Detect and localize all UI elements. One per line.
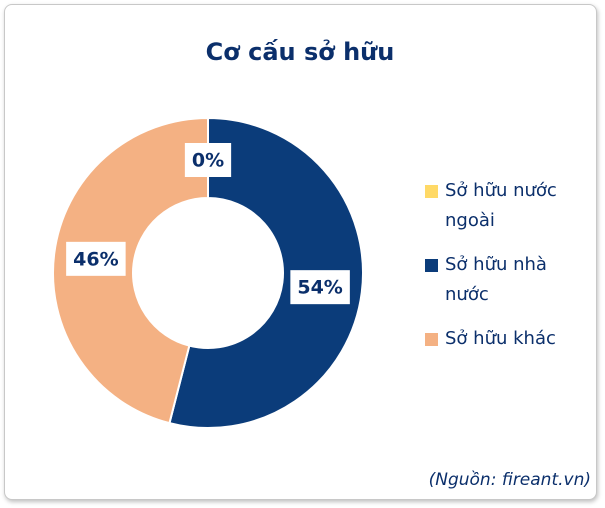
value-label: 0% [192,150,224,172]
legend-item: Sở hữu khác [425,324,585,354]
donut-slice [52,116,209,425]
value-label: 54% [297,277,342,299]
value-label: 46% [73,248,118,270]
legend-swatch [425,333,438,346]
legend-swatch [425,259,438,272]
legend-swatch [425,185,438,198]
legend-item: Sở hữu nước ngoài [425,176,585,236]
legend: Sở hữu nước ngoài Sở hữu nhà nước Sở hữu k… [425,176,585,368]
source-note: (Nguồn: fireant.vn) [428,470,591,490]
legend-label: Sở hữu nước ngoài [445,180,557,231]
value-label-group: 0% [184,143,232,177]
legend-item: Sở hữu nhà nước [425,250,585,310]
value-label-group: 46% [66,241,126,276]
chart-title: Cơ cấu sở hữu [206,38,395,66]
donut-slice [168,116,364,429]
value-label-box [66,241,126,276]
legend-label: Sở hữu nhà nước [445,254,547,305]
legend-label: Sở hữu khác [445,328,556,349]
value-label-group: 54% [290,270,350,305]
value-label-box [184,143,232,177]
value-label-box [290,270,350,305]
